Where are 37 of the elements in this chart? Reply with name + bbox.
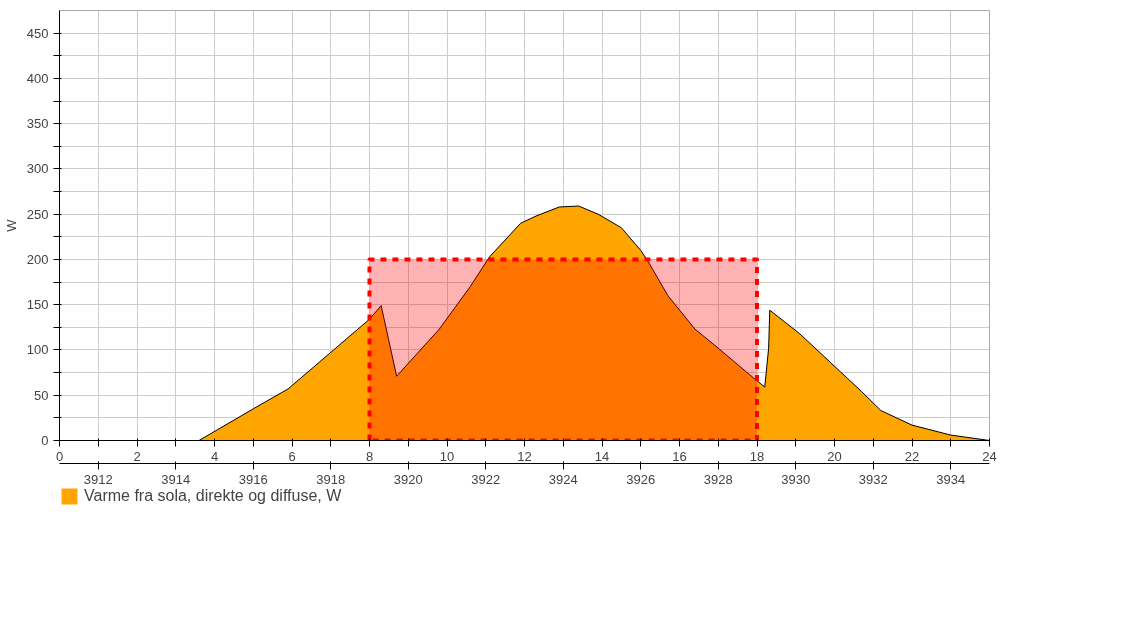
x-tick-label: 4 xyxy=(210,448,219,464)
y-axis-title: W xyxy=(3,218,19,232)
x-tick-label: 10 xyxy=(439,448,455,464)
y-tick-label: 0 xyxy=(41,433,49,448)
x2-tick-label: 3922 xyxy=(471,471,501,487)
x-tick-label: 2 xyxy=(133,448,141,464)
y-tick-label: 150 xyxy=(26,297,49,313)
x2-tick-label: 3930 xyxy=(781,471,811,487)
x-tick-label: 18 xyxy=(749,448,765,464)
x2-tick-label: 3912 xyxy=(83,471,113,487)
y-tick-label: 450 xyxy=(26,25,49,41)
x2-tick-label: 3924 xyxy=(548,471,578,487)
x2-tick-label: 3926 xyxy=(626,471,656,487)
x2-tick-label: 3928 xyxy=(703,471,733,487)
y-tick-label: 200 xyxy=(26,251,49,267)
y-tick-label: 350 xyxy=(26,116,49,132)
x2-tick-label: 3920 xyxy=(393,471,423,487)
x-tick-label: 14 xyxy=(594,448,610,464)
x-tick-label: 16 xyxy=(672,448,687,464)
x2-tick-label: 3932 xyxy=(858,471,888,487)
x2-tick-label: 3916 xyxy=(238,471,268,487)
x-tick-label: 0 xyxy=(55,448,64,464)
x2-tick-label: 3934 xyxy=(936,471,966,487)
x-tick-label: 22 xyxy=(904,448,920,464)
x-tick-label: 24 xyxy=(982,448,997,464)
x-tick-label: 6 xyxy=(288,448,296,464)
legend-label: Varme fra sola, direkte og diffuse, W xyxy=(84,487,342,505)
x-tick-label: 8 xyxy=(365,448,374,464)
y-tick-label: 50 xyxy=(34,387,49,403)
x-tick-label: 20 xyxy=(827,448,842,464)
y-tick-label: 300 xyxy=(26,161,49,177)
y-tick-label: 250 xyxy=(26,206,49,222)
y-tick-label: 400 xyxy=(26,70,49,86)
x2-tick-label: 3918 xyxy=(316,471,346,487)
x-tick-label: 12 xyxy=(517,448,532,464)
x2-tick-label: 3914 xyxy=(161,471,191,487)
y-tick-label: 100 xyxy=(26,342,49,358)
